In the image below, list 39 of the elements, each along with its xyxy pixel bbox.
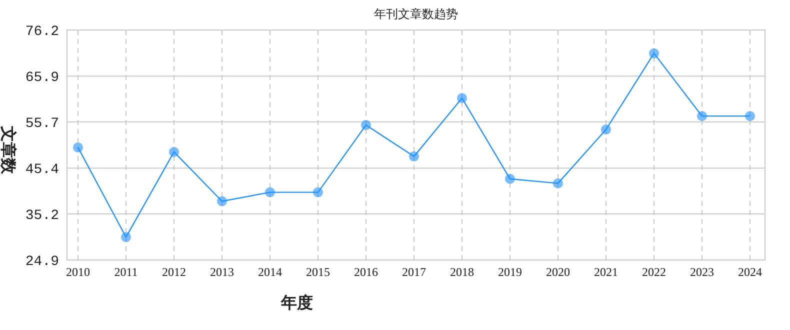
x-axis-title: 年度 (280, 293, 313, 312)
point (697, 111, 707, 122)
x-tick-label: 2012 (162, 265, 186, 279)
x-tick-label: 2016 (354, 265, 378, 279)
x-tick-label: 2019 (498, 265, 522, 279)
point (169, 146, 179, 157)
y-tick-label: 45.4 (25, 162, 59, 178)
x-tick-label: 2021 (594, 265, 618, 279)
y-tick-label: 35.2 (25, 208, 59, 224)
point (265, 187, 275, 198)
x-tick-label: 2017 (402, 265, 426, 279)
point (361, 120, 371, 130)
point (217, 196, 227, 206)
y-tick-label: 24.9 (25, 254, 59, 270)
y-axis-title: 文章数 (0, 125, 17, 175)
x-tick-label: 2010 (66, 265, 90, 279)
point (601, 124, 611, 135)
chart-title: 年刊文章数趋势 (374, 7, 458, 21)
point (121, 232, 131, 242)
point (73, 142, 83, 152)
point (505, 174, 515, 184)
x-tick-label: 2024 (738, 265, 762, 279)
x-tick-label: 2013 (210, 265, 234, 279)
x-tick-label: 2018 (450, 265, 474, 279)
x-tick-label: 2015 (306, 265, 330, 279)
point (313, 187, 323, 198)
y-tick-label: 55.7 (25, 116, 59, 132)
x-tick-label: 2014 (258, 265, 282, 279)
y-tick-label: 65.9 (25, 70, 59, 86)
point (553, 178, 563, 188)
y-tick-label: 76.2 (25, 24, 59, 40)
x-tick-label: 2020 (546, 265, 570, 279)
x-tick-label: 2011 (114, 265, 138, 279)
x-tick-label: 2022 (642, 265, 666, 279)
x-tick-label: 2023 (690, 265, 714, 279)
point (457, 93, 467, 104)
point (745, 111, 755, 122)
point (409, 151, 419, 162)
point (649, 48, 659, 58)
